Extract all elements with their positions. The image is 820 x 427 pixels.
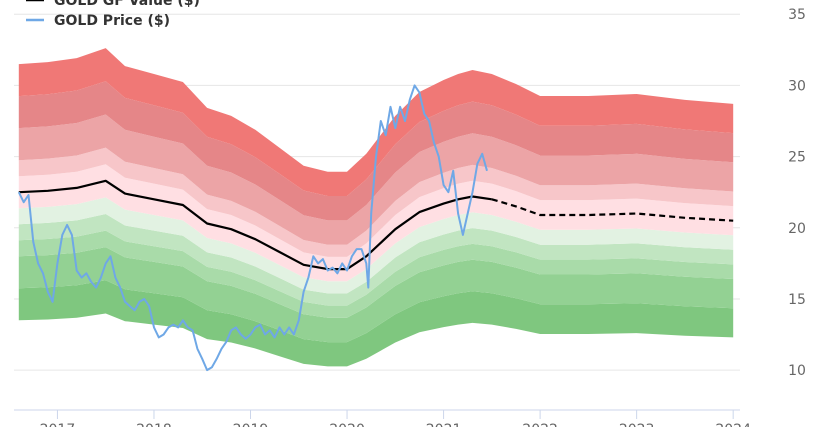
x-tick-label: 2020: [329, 422, 365, 427]
legend: GOLD GF Value ($) GOLD Price ($): [26, 0, 200, 29]
x-tick-label: 2017: [40, 422, 76, 427]
y-tick-label: 30: [788, 78, 806, 94]
valuation-band: [18, 214, 734, 306]
valuation-band: [18, 81, 734, 221]
legend-label: GOLD GF Value ($): [54, 0, 200, 9]
x-tick-label: 2024: [715, 422, 751, 427]
valuation-band: [18, 280, 734, 367]
x-tick-label: 2018: [136, 422, 172, 427]
x-tick-label: 2021: [426, 422, 462, 427]
price-line: [17, 84, 488, 372]
x-tick-label: 2019: [233, 422, 269, 427]
y-tick-label: 20: [788, 221, 806, 237]
y-tick-label: 25: [788, 150, 806, 166]
y-axis-ticks: 10 15 20 25 30 35: [788, 7, 806, 379]
y-tick-label: 15: [788, 292, 806, 308]
legend-label: GOLD Price ($): [54, 13, 170, 29]
valuation-band: [18, 114, 734, 245]
x-axis-ticks: 2017 2018 2019 2020 2021 2022 2023 2024: [40, 410, 751, 427]
gf-value-line: [18, 179, 492, 271]
valuation-band: [18, 197, 734, 294]
valuation-band: [18, 247, 734, 343]
valuation-band: [18, 164, 734, 282]
valuation-band: [18, 230, 734, 318]
gf-value-estimate-line: [491, 198, 734, 222]
series-lines: [17, 84, 734, 372]
x-tick-label: 2023: [619, 422, 655, 427]
y-tick-label: 10: [788, 363, 806, 379]
valuation-bands: [18, 48, 734, 367]
valuation-band: [18, 147, 734, 257]
y-tick-label: 35: [788, 7, 806, 23]
x-tick-label: 2022: [522, 422, 558, 427]
